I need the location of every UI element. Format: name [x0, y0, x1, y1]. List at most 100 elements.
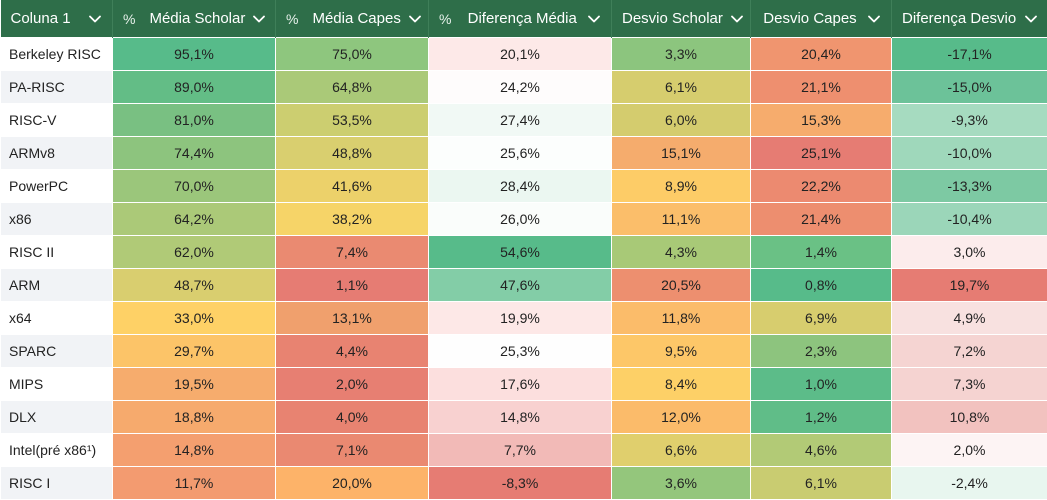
value-cell[interactable]: 24,2%: [428, 70, 612, 104]
value-cell[interactable]: 41,6%: [275, 169, 429, 203]
row-label-cell[interactable]: RISC II: [0, 235, 113, 269]
row-label-cell[interactable]: x64: [0, 301, 113, 335]
column-header[interactable]: Diferença Desvio: [891, 0, 1047, 38]
value-cell[interactable]: 3,3%: [611, 37, 751, 71]
value-cell[interactable]: 25,1%: [750, 136, 892, 170]
value-cell[interactable]: 0,8%: [750, 268, 892, 302]
value-cell[interactable]: 6,6%: [611, 433, 751, 467]
value-cell[interactable]: 1,2%: [750, 400, 892, 434]
value-cell[interactable]: 74,4%: [112, 136, 276, 170]
value-cell[interactable]: -13,3%: [891, 169, 1047, 203]
value-cell[interactable]: -15,0%: [891, 70, 1047, 104]
row-label-cell[interactable]: ARMv8: [0, 136, 113, 170]
value-cell[interactable]: 75,0%: [275, 37, 429, 71]
column-header[interactable]: Coluna 1: [0, 0, 113, 38]
value-cell[interactable]: -10,0%: [891, 136, 1047, 170]
value-cell[interactable]: 3,0%: [891, 235, 1047, 269]
value-cell[interactable]: 8,9%: [611, 169, 751, 203]
value-cell[interactable]: 11,8%: [611, 301, 751, 335]
value-cell[interactable]: 8,4%: [611, 367, 751, 401]
value-cell[interactable]: 25,3%: [428, 334, 612, 368]
value-cell[interactable]: 22,2%: [750, 169, 892, 203]
value-cell[interactable]: 4,3%: [611, 235, 751, 269]
row-label-cell[interactable]: SPARC: [0, 334, 113, 368]
value-cell[interactable]: 17,6%: [428, 367, 612, 401]
value-cell[interactable]: 7,2%: [891, 334, 1047, 368]
column-header[interactable]: % Diferença Média: [428, 0, 612, 38]
value-cell[interactable]: 70,0%: [112, 169, 276, 203]
value-cell[interactable]: 28,4%: [428, 169, 612, 203]
value-cell[interactable]: 3,6%: [611, 466, 751, 500]
value-cell[interactable]: 15,3%: [750, 103, 892, 137]
row-label-cell[interactable]: ARM: [0, 268, 113, 302]
row-label-cell[interactable]: Intel(pré x86¹): [0, 433, 113, 467]
value-cell[interactable]: 2,0%: [891, 433, 1047, 467]
value-cell[interactable]: 54,6%: [428, 235, 612, 269]
value-cell[interactable]: 13,1%: [275, 301, 429, 335]
value-cell[interactable]: 38,2%: [275, 202, 429, 236]
value-cell[interactable]: 89,0%: [112, 70, 276, 104]
value-cell[interactable]: 6,0%: [611, 103, 751, 137]
value-cell[interactable]: 48,7%: [112, 268, 276, 302]
chevron-down-icon[interactable]: [88, 12, 102, 26]
row-label-cell[interactable]: RISC-V: [0, 103, 113, 137]
value-cell[interactable]: 7,4%: [275, 235, 429, 269]
row-label-cell[interactable]: RISC I: [0, 466, 113, 500]
value-cell[interactable]: 6,1%: [750, 466, 892, 500]
value-cell[interactable]: 62,0%: [112, 235, 276, 269]
value-cell[interactable]: 20,4%: [750, 37, 892, 71]
row-label-cell[interactable]: PowerPC: [0, 169, 113, 203]
value-cell[interactable]: 64,8%: [275, 70, 429, 104]
column-header[interactable]: % Média Scholar: [112, 0, 276, 38]
value-cell[interactable]: 10,8%: [891, 400, 1047, 434]
value-cell[interactable]: 20,0%: [275, 466, 429, 500]
value-cell[interactable]: -9,3%: [891, 103, 1047, 137]
value-cell[interactable]: 20,1%: [428, 37, 612, 71]
value-cell[interactable]: 4,6%: [750, 433, 892, 467]
value-cell[interactable]: 64,2%: [112, 202, 276, 236]
value-cell[interactable]: 53,5%: [275, 103, 429, 137]
value-cell[interactable]: 6,9%: [750, 301, 892, 335]
value-cell[interactable]: 15,1%: [611, 136, 751, 170]
value-cell[interactable]: 1,1%: [275, 268, 429, 302]
value-cell[interactable]: 6,1%: [611, 70, 751, 104]
value-cell[interactable]: 12,0%: [611, 400, 751, 434]
value-cell[interactable]: 7,1%: [275, 433, 429, 467]
value-cell[interactable]: -10,4%: [891, 202, 1047, 236]
value-cell[interactable]: 2,3%: [750, 334, 892, 368]
value-cell[interactable]: 33,0%: [112, 301, 276, 335]
value-cell[interactable]: 81,0%: [112, 103, 276, 137]
value-cell[interactable]: 14,8%: [428, 400, 612, 434]
value-cell[interactable]: 4,0%: [275, 400, 429, 434]
chevron-down-icon[interactable]: [253, 12, 266, 26]
value-cell[interactable]: 1,0%: [750, 367, 892, 401]
chevron-down-icon[interactable]: [587, 12, 601, 26]
value-cell[interactable]: 19,9%: [428, 301, 612, 335]
row-label-cell[interactable]: x86: [0, 202, 113, 236]
value-cell[interactable]: 4,4%: [275, 334, 429, 368]
value-cell[interactable]: -8,3%: [428, 466, 612, 500]
value-cell[interactable]: 21,1%: [750, 70, 892, 104]
value-cell[interactable]: 26,0%: [428, 202, 612, 236]
chevron-down-icon[interactable]: [408, 12, 421, 26]
value-cell[interactable]: -2,4%: [891, 466, 1047, 500]
value-cell[interactable]: 29,7%: [112, 334, 276, 368]
row-label-cell[interactable]: Berkeley RISC: [0, 37, 113, 71]
row-label-cell[interactable]: MIPS: [0, 367, 113, 401]
chevron-down-icon[interactable]: [1024, 12, 1037, 26]
value-cell[interactable]: 2,0%: [275, 367, 429, 401]
value-cell[interactable]: 27,4%: [428, 103, 612, 137]
value-cell[interactable]: 11,1%: [611, 202, 751, 236]
value-cell[interactable]: 11,7%: [112, 466, 276, 500]
chevron-down-icon[interactable]: [730, 12, 743, 26]
value-cell[interactable]: 18,8%: [112, 400, 276, 434]
value-cell[interactable]: 21,4%: [750, 202, 892, 236]
value-cell[interactable]: 4,9%: [891, 301, 1047, 335]
value-cell[interactable]: 48,8%: [275, 136, 429, 170]
value-cell[interactable]: 25,6%: [428, 136, 612, 170]
value-cell[interactable]: 19,7%: [891, 268, 1047, 302]
row-label-cell[interactable]: PA-RISC: [0, 70, 113, 104]
value-cell[interactable]: -17,1%: [891, 37, 1047, 71]
row-label-cell[interactable]: DLX: [0, 400, 113, 434]
column-header[interactable]: Desvio Capes: [750, 0, 892, 38]
